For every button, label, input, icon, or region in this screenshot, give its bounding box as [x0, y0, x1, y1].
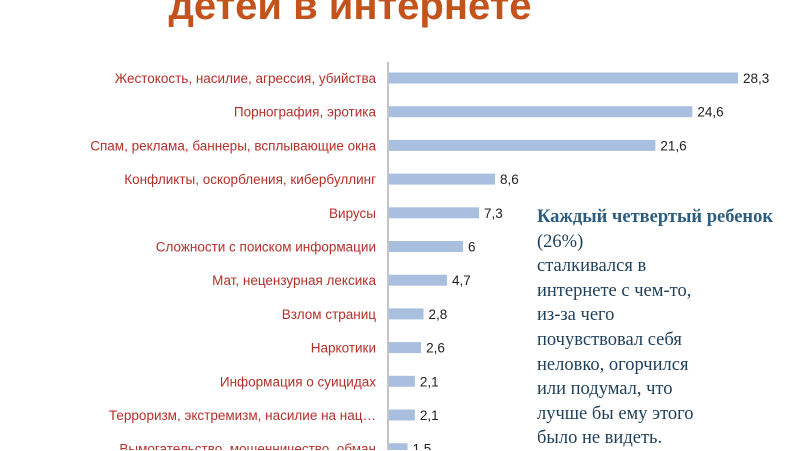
category-label: Информация о суицидах — [220, 374, 376, 389]
category-label: Сложности с поиском информации — [156, 240, 376, 255]
value-labels-group: 28,3 24,6 21,6 8,6 7,3 6 4,7 2,8 2,6 2,1 2,1 1,5 — [412, 71, 769, 450]
summary-line: из-за чего — [537, 305, 615, 326]
value-label: 2,1 — [420, 374, 439, 389]
summary-line: неловко, огорчился — [537, 354, 689, 375]
summary-lead: Каждый четвертый ребенок — [537, 207, 774, 227]
value-label: 4,7 — [452, 273, 471, 288]
category-label: Вирусы — [329, 206, 376, 221]
category-label: Спам, реклама, баннеры, всплывающие окна — [90, 138, 376, 153]
summary-line: сталкивался в — [537, 256, 647, 277]
value-label: 28,3 — [743, 71, 769, 86]
bar — [389, 139, 656, 151]
value-label: 2,1 — [420, 408, 439, 423]
category-label: Жестокость, насилие, агрессия, убийства — [115, 71, 377, 86]
summary-line: или подумал, что — [537, 379, 673, 400]
category-label: Конфликты, оскорбления, кибербуллинг — [124, 172, 376, 187]
bar — [389, 443, 408, 450]
category-label: Наркотики — [311, 341, 376, 356]
summary-line: интернете с чем-то, — [537, 280, 692, 301]
bars-group — [389, 72, 738, 450]
bar — [389, 241, 463, 252]
bar — [389, 106, 693, 118]
category-label: Терроризм, экстремизм, насилие на нац… — [109, 408, 376, 423]
value-label: 6 — [468, 240, 476, 255]
value-label: 24,6 — [697, 105, 723, 120]
value-label: 7,3 — [484, 206, 503, 221]
bar — [389, 375, 415, 387]
bar — [389, 342, 422, 354]
summary-line: почувствовал себя — [537, 329, 682, 350]
chart-title: детей в интернете — [168, 0, 532, 28]
category-label: Вымогательство, мошенничество, обман — [119, 442, 376, 450]
value-label: 2,8 — [429, 307, 448, 322]
bar — [389, 409, 415, 421]
summary-percent: (26%) — [537, 231, 584, 252]
value-label: 8,6 — [500, 172, 519, 187]
category-label: Мат, нецензурная лексика — [212, 273, 376, 288]
summary-line: лучше бы ему этого — [537, 403, 694, 424]
value-label: 1,5 — [412, 442, 431, 450]
bar — [389, 274, 447, 286]
bar — [389, 207, 480, 219]
category-label: Взлом страниц — [282, 307, 377, 322]
summary-line: было не видеть. — [537, 428, 663, 449]
category-labels-group: Жестокость, насилие, агрессия, убийства П… — [90, 71, 376, 450]
bar — [389, 308, 424, 320]
value-label: 21,6 — [660, 138, 686, 153]
bar — [389, 72, 738, 84]
summary-note: Каждый четвертый ребенок (26%) сталкивал… — [537, 205, 777, 451]
value-label: 2,6 — [426, 341, 445, 356]
category-label: Порнография, эротика — [234, 105, 377, 120]
bar — [389, 173, 496, 185]
